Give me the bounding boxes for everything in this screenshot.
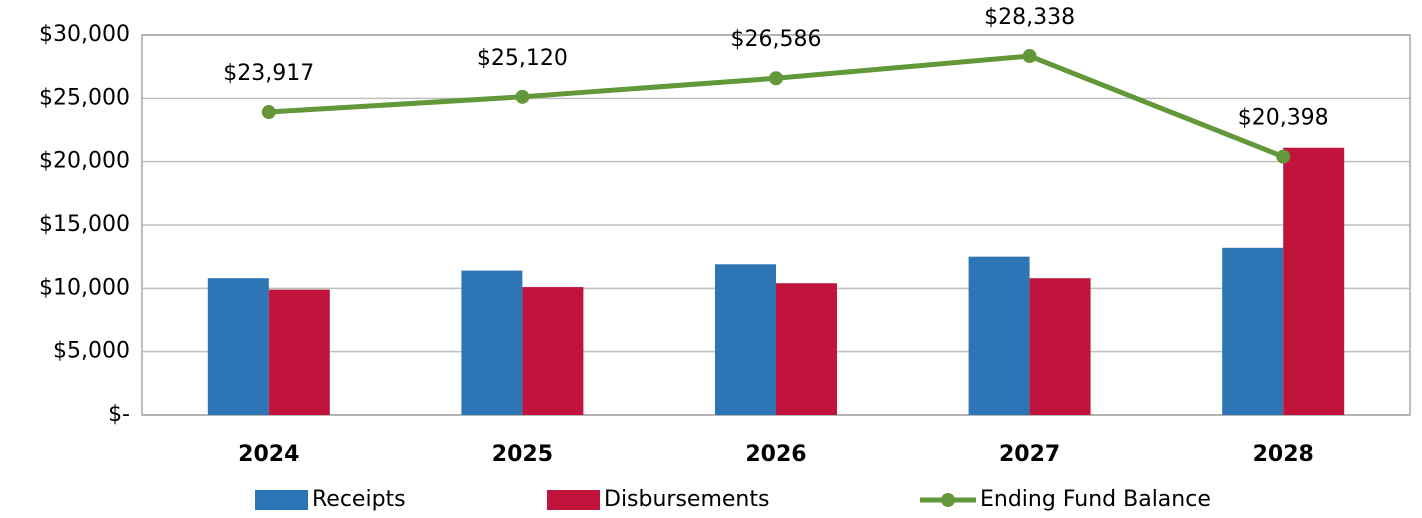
bar (461, 270, 523, 415)
legend-label: Receipts (312, 487, 406, 512)
x-tick-label: 2025 (492, 442, 553, 467)
y-tick-label: $25,000 (39, 85, 130, 110)
line-marker (261, 105, 276, 120)
line (268, 53, 1285, 159)
bar (1029, 278, 1091, 415)
line-marker (1276, 149, 1291, 164)
x-tick-label: 2027 (999, 442, 1060, 467)
legend-swatch (547, 490, 600, 510)
bar (715, 264, 776, 415)
data-label: $23,917 (223, 61, 314, 86)
y-tick-label: $5,000 (53, 339, 130, 364)
bar (776, 283, 837, 415)
y-tick-label: $10,000 (39, 275, 130, 300)
bar (1283, 147, 1345, 415)
line-marker (515, 89, 530, 104)
x-tick-label: 2024 (238, 442, 299, 467)
bar (522, 287, 584, 415)
bar (1222, 247, 1284, 415)
legend-label: Disbursements (604, 487, 769, 512)
y-tick-label: $20,000 (39, 149, 130, 174)
bar (207, 278, 269, 415)
x-tick-label: 2026 (745, 442, 806, 467)
line-marker (769, 71, 783, 86)
bar (968, 256, 1030, 415)
data-label: $26,586 (731, 27, 822, 52)
data-label: $25,120 (477, 46, 568, 71)
legend-label: Ending Fund Balance (980, 487, 1211, 512)
y-tick-label: $15,000 (39, 212, 130, 237)
y-tick-label: $- (108, 402, 130, 427)
legend-marker (941, 493, 955, 507)
legend-swatch (255, 490, 308, 510)
bar (268, 289, 330, 415)
data-label: $28,338 (984, 5, 1075, 30)
y-tick-label: $30,000 (39, 22, 130, 47)
x-tick-label: 2028 (1253, 442, 1314, 467)
data-label: $20,398 (1238, 106, 1329, 131)
line-marker (1022, 49, 1037, 64)
